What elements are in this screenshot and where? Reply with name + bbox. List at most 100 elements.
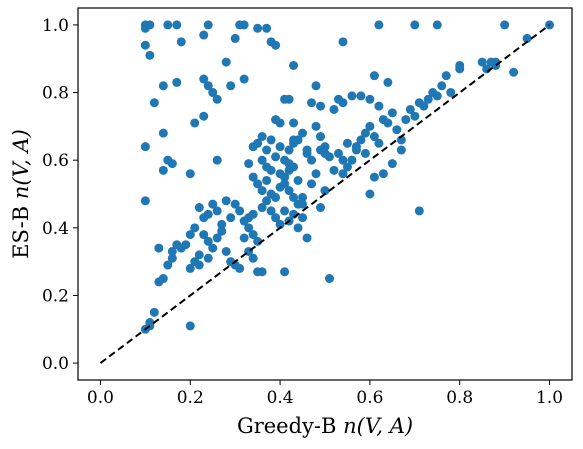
data-point <box>221 246 231 256</box>
data-point <box>289 60 299 70</box>
data-point <box>289 192 299 202</box>
data-point <box>248 172 258 182</box>
data-point <box>194 260 204 270</box>
data-point <box>221 57 231 67</box>
y-axis-ticks: 0.0 0.2 0.4 0.6 0.8 1.0 <box>42 16 78 374</box>
data-point <box>262 196 272 206</box>
data-point <box>145 20 155 30</box>
data-point <box>356 91 366 101</box>
data-point <box>262 175 272 185</box>
data-point <box>410 20 420 30</box>
data-point <box>230 199 240 209</box>
data-point <box>253 138 263 148</box>
data-point <box>414 206 424 216</box>
data-point <box>383 118 393 128</box>
data-point <box>239 20 249 30</box>
data-point <box>369 71 379 81</box>
data-point <box>239 74 249 84</box>
data-point <box>185 321 195 331</box>
data-point <box>226 81 236 91</box>
axes-frame <box>77 7 573 381</box>
data-point <box>423 94 433 104</box>
data-point <box>140 142 150 152</box>
data-point <box>298 128 308 138</box>
x-axis-label: Greedy-B n(V, A) <box>237 414 413 438</box>
data-point <box>190 118 200 128</box>
data-point <box>140 196 150 206</box>
data-point <box>347 155 357 165</box>
data-point <box>338 169 348 179</box>
data-point <box>212 206 222 216</box>
data-point <box>329 165 339 175</box>
data-point <box>230 33 240 43</box>
data-point <box>383 77 393 87</box>
data-point <box>275 169 285 179</box>
data-point <box>289 118 299 128</box>
data-point <box>167 253 177 263</box>
data-point <box>446 88 456 98</box>
data-point <box>221 196 231 206</box>
data-point <box>163 260 173 270</box>
data-point <box>374 20 384 30</box>
data-point <box>365 121 375 131</box>
data-point <box>203 253 213 263</box>
data-point <box>235 263 245 273</box>
data-point <box>226 213 236 223</box>
data-point <box>316 132 326 142</box>
data-point <box>149 98 159 108</box>
data-point <box>203 236 213 246</box>
data-point <box>293 175 303 185</box>
data-point <box>271 115 281 125</box>
data-point <box>360 128 370 138</box>
data-point <box>289 162 299 172</box>
data-point <box>199 30 209 40</box>
data-point <box>387 159 397 169</box>
data-point <box>248 253 258 263</box>
data-point <box>307 179 317 189</box>
data-point <box>208 243 218 253</box>
data-point <box>253 23 263 33</box>
data-point <box>338 98 348 108</box>
data-point <box>203 20 213 30</box>
data-point <box>244 223 254 233</box>
data-point <box>509 67 519 77</box>
data-point <box>351 145 361 155</box>
data-point <box>333 148 343 158</box>
data-point <box>441 71 451 81</box>
data-point <box>248 209 258 219</box>
data-point <box>190 223 200 233</box>
data-point <box>244 159 254 169</box>
y-tick-label: 0.2 <box>42 286 69 306</box>
data-point <box>342 162 352 172</box>
data-point <box>369 172 379 182</box>
x-tick-label: 1.0 <box>536 388 563 408</box>
data-point <box>522 33 532 43</box>
data-point <box>167 246 177 256</box>
data-point <box>262 145 272 155</box>
data-point <box>316 101 326 111</box>
data-point <box>158 165 168 175</box>
data-point <box>271 152 281 162</box>
data-point <box>378 169 388 179</box>
data-point <box>257 186 267 196</box>
x-axis-ticks: 0.0 0.2 0.4 0.6 0.8 1.0 <box>87 380 563 408</box>
data-point <box>324 274 334 284</box>
data-point <box>140 40 150 50</box>
data-point <box>396 145 406 155</box>
data-point <box>280 206 290 216</box>
data-point <box>311 81 321 91</box>
data-point <box>374 101 384 111</box>
data-point <box>199 111 209 121</box>
x-tick-label: 0.0 <box>87 388 114 408</box>
data-point <box>217 226 227 236</box>
data-point <box>185 169 195 179</box>
data-point <box>405 104 415 114</box>
data-point <box>203 81 213 91</box>
data-point <box>212 233 222 243</box>
data-point <box>154 277 164 287</box>
data-point <box>500 20 510 30</box>
data-point <box>154 243 164 253</box>
data-point <box>356 135 366 145</box>
x-axis-label-prefix: Greedy-B <box>237 414 343 438</box>
